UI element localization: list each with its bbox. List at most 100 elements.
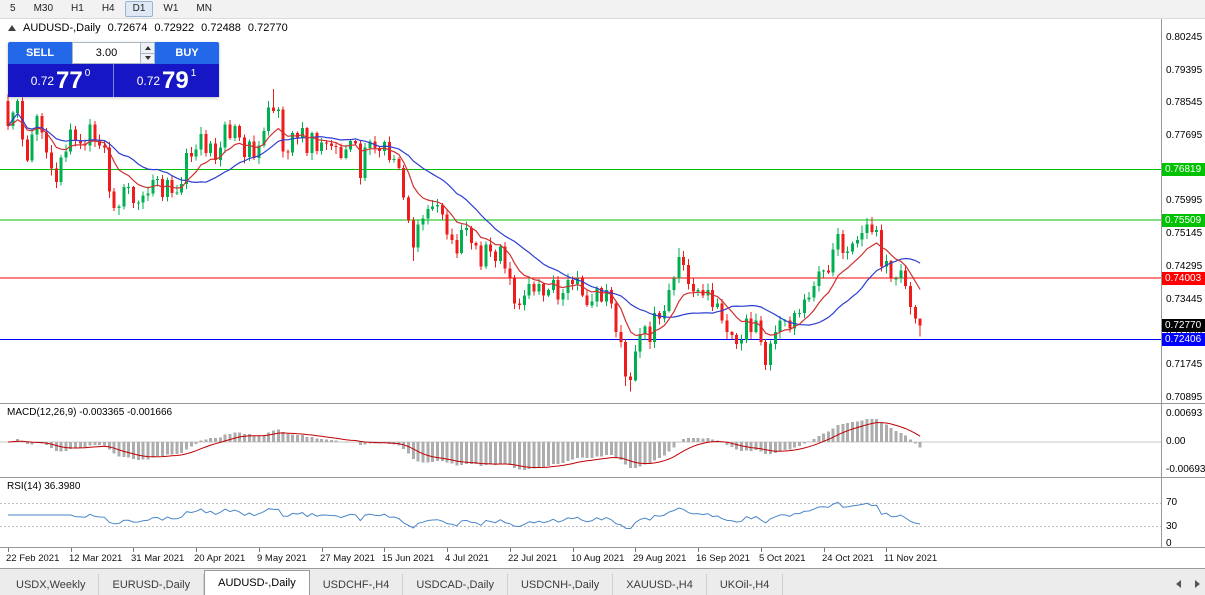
price-level-badge[interactable]: 0.75509 <box>1162 214 1205 227</box>
timeframe-button-m30[interactable]: M30 <box>33 3 54 14</box>
candle-body <box>267 107 271 132</box>
candle-body <box>421 218 425 225</box>
timeframe-button-w1[interactable]: W1 <box>163 3 179 14</box>
timeframe-button-5[interactable]: 5 <box>10 3 16 14</box>
time-axis[interactable]: 22 Feb 2021 12 Mar 2021 31 Mar 2021 20 Apr … <box>0 548 1161 568</box>
candle-body <box>841 234 845 254</box>
rsi-line <box>8 501 921 530</box>
time-tick-mark <box>322 548 323 552</box>
price-level-badge[interactable]: 0.72406 <box>1162 333 1205 346</box>
candle-body <box>677 257 681 279</box>
candle-body <box>300 128 304 138</box>
sell-button[interactable]: SELL <box>8 42 72 64</box>
time-tick-mark <box>384 548 385 552</box>
price-axis-tick: 0.73445 <box>1166 294 1203 305</box>
timeframe-button-h4[interactable]: H4 <box>101 3 115 14</box>
price-level-badge[interactable]: 0.76819 <box>1162 163 1205 176</box>
price-axis-tick: 0.70895 <box>1166 392 1203 403</box>
candle-body <box>551 279 555 290</box>
sell-price-display[interactable]: 0.72 77 0 <box>8 64 114 97</box>
candle-body <box>889 260 893 279</box>
candle-body <box>513 278 517 304</box>
ohlc-open-value: 0.72674 <box>107 22 148 34</box>
volume-input[interactable]: 3.00 <box>72 42 155 64</box>
candle-body <box>508 268 512 279</box>
right-arrow-icon <box>1195 579 1200 588</box>
date-label: 29 Aug 2021 <box>633 553 687 564</box>
candle-body <box>199 133 203 150</box>
candle-body <box>865 224 869 233</box>
chart-tab-eurusd-daily[interactable]: EURUSD-,Daily <box>99 574 205 595</box>
volume-increase-button[interactable] <box>141 43 154 54</box>
pane-divider-macd-rsi[interactable] <box>0 477 1205 478</box>
timeframe-button-h1[interactable]: H1 <box>71 3 84 14</box>
candle-body <box>296 133 300 138</box>
macd-axis-tick: -0.00693 <box>1166 464 1205 475</box>
rsi-axis-tick: 30 <box>1166 521 1178 532</box>
chart-tab-usdcnh-daily[interactable]: USDCNH-,Daily <box>508 574 614 595</box>
candle-body <box>45 132 49 153</box>
timeframe-button-mn[interactable]: MN <box>196 3 212 14</box>
price-axis[interactable]: 0.802450.793950.785450.776950.768450.759… <box>1161 18 1205 549</box>
candle-body <box>436 205 439 207</box>
timeframe-button-d1[interactable]: D1 <box>124 1 154 17</box>
candle-body <box>855 239 859 244</box>
price-level-badge[interactable]: 0.74003 <box>1162 272 1205 285</box>
down-arrow-icon <box>144 56 151 61</box>
buy-big-figure: 0.72 <box>136 73 161 88</box>
price-level-badge[interactable]: 0.72770 <box>1162 319 1205 332</box>
date-label: 11 Nov 2021 <box>884 553 938 564</box>
candle-body <box>180 183 184 193</box>
pane-divider-price-macd[interactable] <box>0 403 1205 404</box>
candle-body <box>431 206 435 209</box>
candle-body <box>851 243 854 252</box>
buy-price-display[interactable]: 0.72 79 1 <box>114 64 219 97</box>
candle-body <box>6 101 10 127</box>
candle-body <box>368 141 372 148</box>
candle-body <box>604 289 608 302</box>
candle-body <box>445 214 449 235</box>
candle-body <box>812 286 816 298</box>
ohlc-close-value: 0.72770 <box>247 22 288 34</box>
pane-divider-rsi-dates[interactable] <box>0 547 1205 548</box>
chart-symbol-header: AUDUSD-,Daily 0.72674 0.72922 0.72488 0.… <box>8 22 288 34</box>
volume-decrease-button[interactable] <box>141 53 154 63</box>
candle-body <box>189 152 193 157</box>
candle-body <box>117 206 121 208</box>
date-label: 20 Apr 2021 <box>194 553 246 564</box>
tab-scroll-left-button[interactable] <box>1173 578 1184 589</box>
candle-body <box>822 270 826 272</box>
chart-tab-ukoil-h4[interactable]: UKOil-,H4 <box>707 574 784 595</box>
date-label: 16 Sep 2021 <box>696 553 750 564</box>
tab-scroll-right-button[interactable] <box>1192 578 1203 589</box>
buy-button[interactable]: BUY <box>155 42 219 64</box>
volume-spinner <box>140 43 154 63</box>
candle-body <box>624 341 628 377</box>
candle-body <box>35 116 39 135</box>
chart-tab-usdcad-daily[interactable]: USDCAD-,Daily <box>403 574 508 595</box>
candle-body <box>629 376 633 381</box>
candle-body <box>484 244 488 267</box>
candle-body <box>30 134 34 161</box>
macd-indicator-label: MACD(12,26,9) -0.003365 -0.001666 <box>7 407 173 418</box>
chart-tab-usdchf-h4[interactable]: USDCHF-,H4 <box>310 574 404 595</box>
candle-body <box>769 343 772 365</box>
candle-body <box>547 289 550 296</box>
price-axis-tick: 0.77695 <box>1166 130 1203 141</box>
volume-value[interactable]: 3.00 <box>95 47 118 59</box>
chart-tab-audusd-daily[interactable]: AUDUSD-,Daily <box>204 570 310 595</box>
candle-body <box>913 307 917 319</box>
candle-body <box>609 289 613 304</box>
macd-indicator-pane[interactable] <box>0 404 1161 477</box>
candle-body <box>831 249 835 273</box>
candle-body <box>561 292 565 300</box>
date-label: 12 Mar 2021 <box>69 553 123 564</box>
rsi-indicator-pane[interactable] <box>0 478 1161 547</box>
chart-tab-usdx-weekly[interactable]: USDX,Weekly <box>3 574 100 595</box>
candle-body <box>416 224 420 248</box>
collapse-one-click-icon[interactable] <box>8 25 16 31</box>
candle-body <box>682 257 686 265</box>
candle-body <box>556 279 560 300</box>
chart-tab-xauusd-h4[interactable]: XAUUSD-,H4 <box>613 574 707 595</box>
candle-body <box>537 284 541 292</box>
